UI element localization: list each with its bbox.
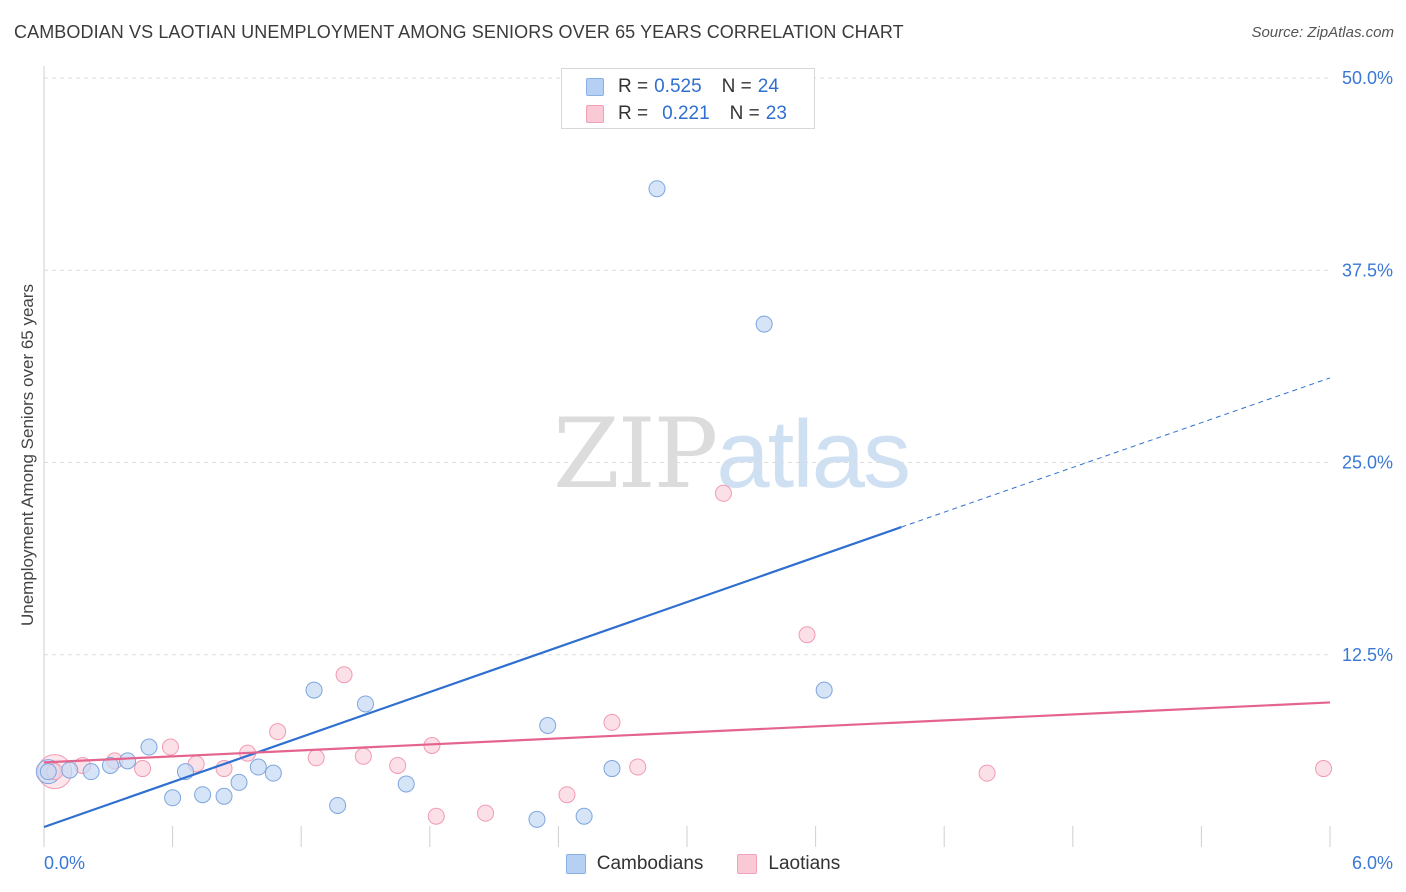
cambodian-point xyxy=(164,789,182,807)
cambodian-point xyxy=(305,681,323,699)
source-credit: Source: ZipAtlas.com xyxy=(1251,24,1394,41)
cambodian-point xyxy=(82,763,100,781)
laotian-trend-line xyxy=(43,701,1331,764)
n-label: N = xyxy=(729,103,760,124)
laotian-point xyxy=(161,738,179,756)
y-tick-label: 37.5% xyxy=(1342,260,1393,280)
laotian-point xyxy=(477,804,495,822)
cambodian-point xyxy=(575,807,593,825)
cambodian-point xyxy=(357,695,374,713)
cambodian-point xyxy=(329,796,347,814)
n-value: 24 xyxy=(757,76,779,97)
legend-swatch-laotians xyxy=(586,105,604,123)
watermark-atlas: atlas xyxy=(716,401,911,508)
laotian-point xyxy=(1315,760,1333,778)
r-label: R = xyxy=(618,76,649,97)
legend-item-laotians[interactable]: Laotians xyxy=(737,853,840,875)
legend-label-laotians: Laotians xyxy=(768,853,841,874)
cambodian-point xyxy=(528,810,546,828)
cambodian-point xyxy=(230,773,248,791)
laotian-point xyxy=(603,713,621,731)
cambodian-trend-extension xyxy=(901,377,1331,528)
cambodian-point xyxy=(397,775,415,793)
r-label: R = xyxy=(618,103,649,124)
laotian-point xyxy=(427,807,445,825)
laotian-point xyxy=(978,764,996,782)
laotian-point xyxy=(798,626,816,644)
r-value: 0.525 xyxy=(654,76,702,97)
cambodian-point xyxy=(603,760,621,778)
legend-label-cambodians: Cambodians xyxy=(596,853,704,874)
laotian-point xyxy=(558,786,576,804)
cambodian-trend-line xyxy=(43,526,902,829)
n-value: 23 xyxy=(765,103,787,124)
laotian-point xyxy=(629,758,647,776)
laotian-point xyxy=(307,749,325,767)
chart-title: CAMBODIAN VS LAOTIAN UNEMPLOYMENT AMONG … xyxy=(14,22,904,42)
legend-row-laotians: R = 0.221 N = 23 xyxy=(586,102,787,126)
cambodian-point xyxy=(249,758,267,776)
r-value: 0.221 xyxy=(662,103,710,124)
legend-row-cambodians: R = 0.525 N = 24 xyxy=(586,75,779,99)
watermark: ZIPatlas xyxy=(553,398,911,510)
y-tick-label: 12.5% xyxy=(1342,645,1393,665)
laotian-point xyxy=(269,723,287,741)
cambodian-point xyxy=(61,761,79,779)
laotian-point xyxy=(354,747,372,765)
cambodian-point xyxy=(101,756,119,774)
laotian-point xyxy=(134,760,152,778)
y-tick-label: 25.0% xyxy=(1342,453,1393,473)
cambodian-point xyxy=(215,787,233,805)
cambodian-point xyxy=(815,681,833,699)
correlation-legend: R = 0.525 N = 24 R = 0.221 N = 23 xyxy=(561,68,815,129)
laotian-point xyxy=(335,666,353,684)
cambodian-point xyxy=(264,764,282,782)
series-legend: Cambodians Laotians xyxy=(0,851,1406,877)
legend-item-cambodians[interactable]: Cambodians xyxy=(565,853,704,875)
cambodian-point xyxy=(194,786,212,804)
legend-swatch-cambodians xyxy=(565,854,586,874)
cambodian-point xyxy=(119,752,137,770)
cambodian-point xyxy=(140,738,158,756)
legend-swatch-cambodians xyxy=(586,78,604,96)
laotian-point xyxy=(714,484,732,502)
watermark-zip: ZIP xyxy=(553,398,718,510)
legend-swatch-laotians xyxy=(737,854,758,874)
cambodian-point xyxy=(539,716,557,734)
cambodian-point xyxy=(755,315,773,333)
n-label: N = xyxy=(721,76,752,97)
y-tick-label: 50.0% xyxy=(1342,68,1393,88)
cambodian-point xyxy=(39,763,57,781)
x-tick-label: 6.0% xyxy=(1352,853,1393,873)
laotian-point xyxy=(389,756,407,774)
cambodian-point xyxy=(648,180,666,198)
x-tick-label: 0.0% xyxy=(44,853,85,873)
